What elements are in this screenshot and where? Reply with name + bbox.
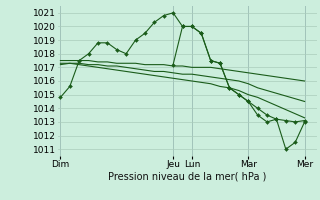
X-axis label: Pression niveau de la mer( hPa ): Pression niveau de la mer( hPa ): [108, 172, 266, 182]
